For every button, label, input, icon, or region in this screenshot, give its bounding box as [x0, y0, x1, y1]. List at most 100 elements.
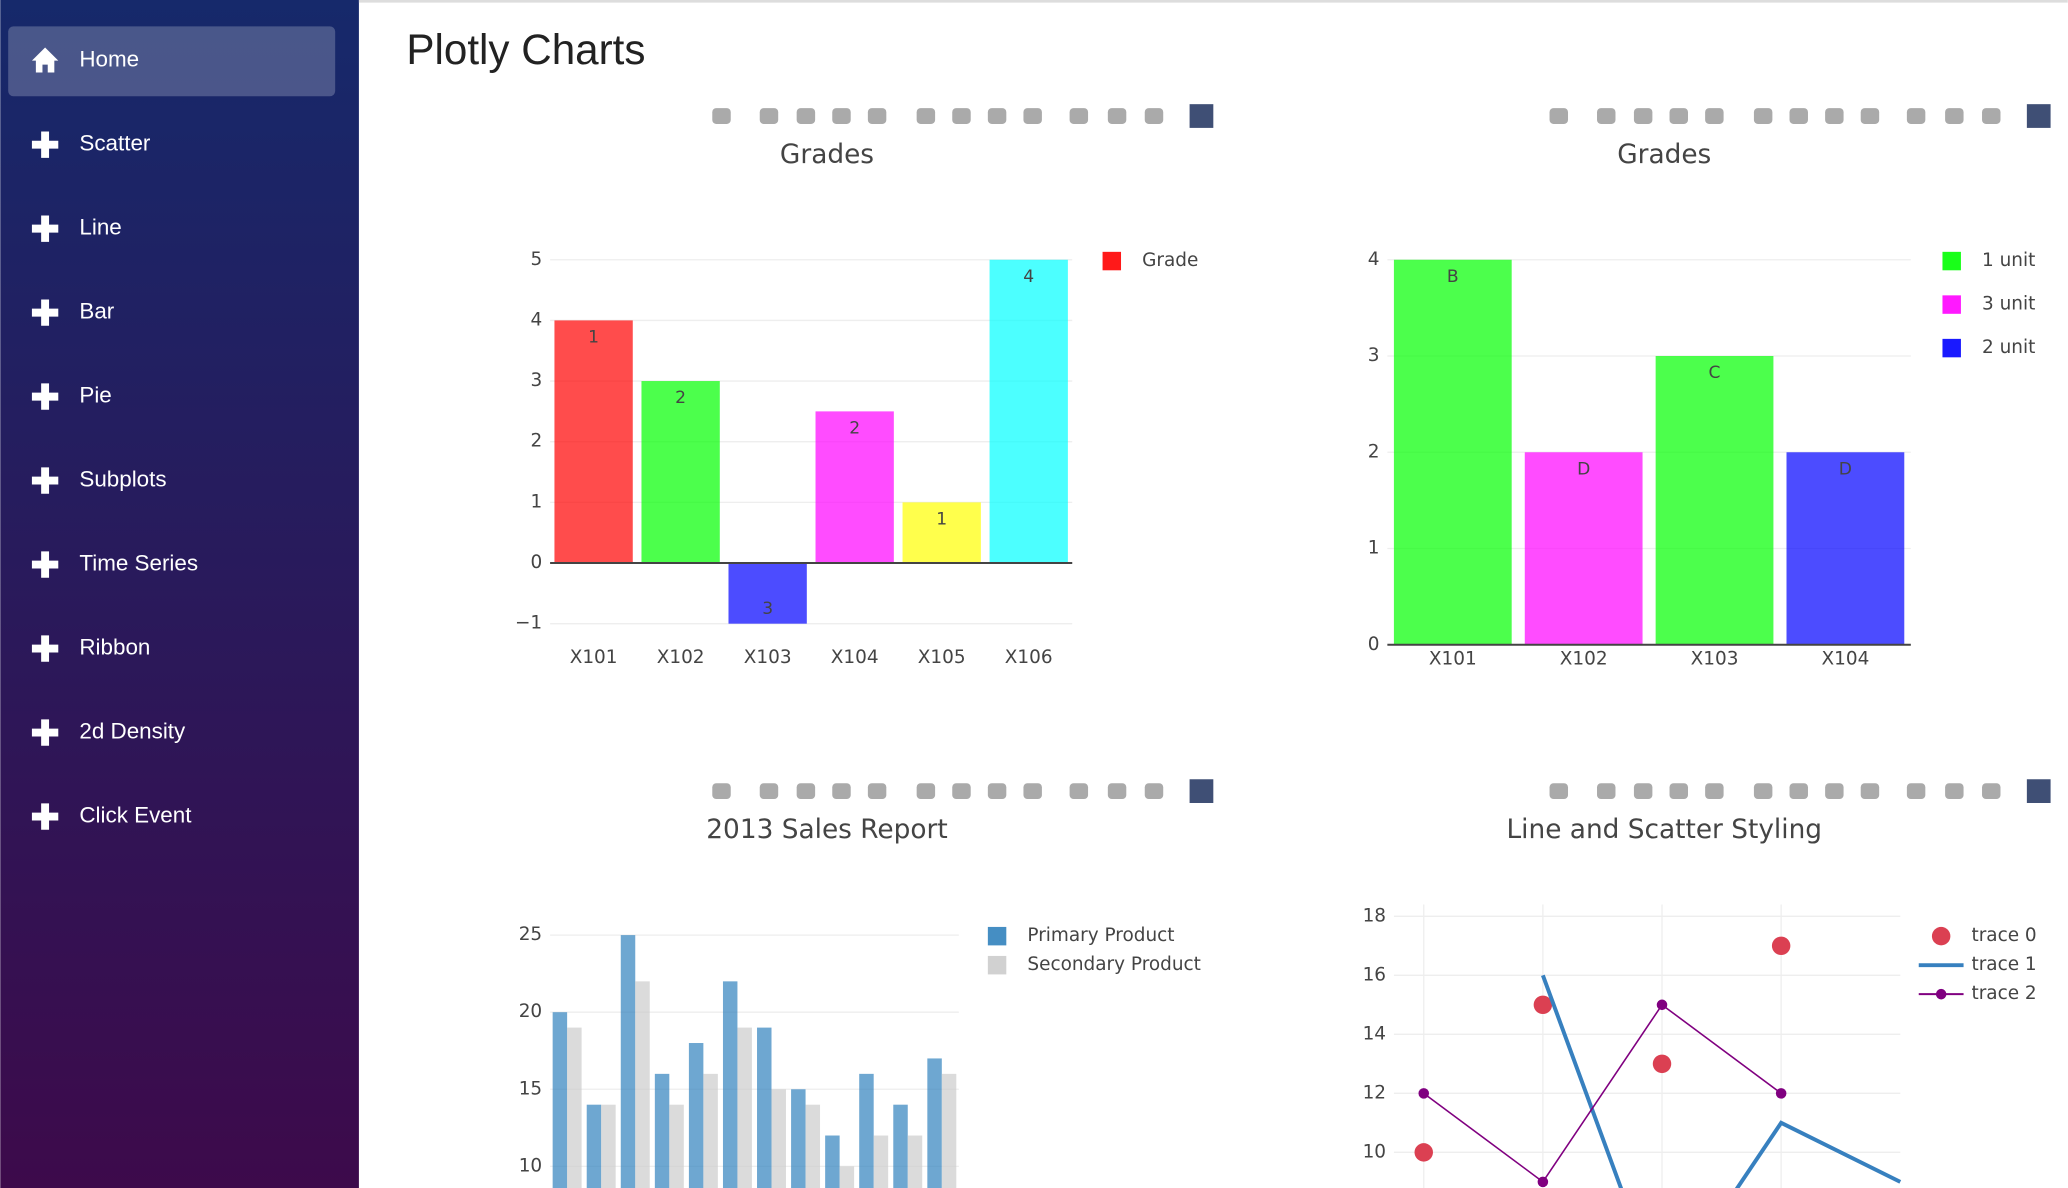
- toolbar-icon[interactable]: [916, 783, 936, 800]
- legend-label[interactable]: trace 0: [1971, 925, 2036, 946]
- toolbar-icon[interactable]: [832, 108, 851, 124]
- nav-item[interactable]: Time Series: [31, 551, 198, 578]
- toolbar-icon[interactable]: [1549, 783, 1569, 800]
- toolbar-icon[interactable]: [1753, 783, 1773, 800]
- x-tick-label: X106: [1005, 647, 1053, 668]
- toolbar-icon[interactable]: [712, 108, 731, 124]
- legend-label[interactable]: trace 1: [1971, 954, 2036, 975]
- toolbar-icon[interactable]: [1023, 783, 1042, 800]
- toolbar-icon[interactable]: [1825, 108, 1844, 124]
- bar: [839, 1166, 855, 1188]
- nav-item[interactable]: Bar: [31, 299, 115, 326]
- marker: [1771, 936, 1791, 956]
- toolbar-icon[interactable]: [1825, 783, 1844, 800]
- toolbar-icon[interactable]: [1669, 108, 1688, 124]
- marker: [1418, 1088, 1430, 1099]
- toolbar-icon[interactable]: [1633, 783, 1653, 800]
- toolbar-icon[interactable]: [987, 108, 1007, 124]
- toolbar-icon[interactable]: [1633, 108, 1653, 124]
- toolbar-icon[interactable]: [1705, 108, 1724, 124]
- toolbar-icon[interactable]: [1860, 783, 1880, 800]
- nav-item[interactable]: Ribbon: [31, 635, 150, 662]
- bar: [902, 502, 981, 564]
- x-tick-label: X105: [918, 647, 966, 668]
- x-tick-label: X101: [570, 647, 618, 668]
- plotly-logo[interactable]: [2026, 104, 2051, 128]
- nav-item[interactable]: Scatter: [31, 131, 151, 158]
- legend-label[interactable]: Grade: [1142, 250, 1198, 271]
- toolbar-icon[interactable]: [1597, 783, 1616, 800]
- toolbar-icon[interactable]: [916, 108, 936, 124]
- nav-label[interactable]: Home: [79, 47, 139, 72]
- nav-active: [8, 26, 336, 97]
- nav-label[interactable]: Scatter: [79, 131, 151, 156]
- toolbar-icon[interactable]: [1906, 783, 1926, 800]
- toolbar-icon[interactable]: [987, 783, 1007, 800]
- nav-item[interactable]: 2d Density: [31, 718, 186, 746]
- x-tick-label: X103: [744, 647, 792, 668]
- chart: Line and Scatter Styling 10 12 14 16 18 trace …: [1363, 779, 2051, 1188]
- toolbar-icon[interactable]: [712, 783, 731, 800]
- legend-label[interactable]: 2 unit: [1982, 337, 2035, 358]
- toolbar-icon[interactable]: [832, 783, 851, 800]
- nav-item[interactable]: Pie: [31, 383, 112, 410]
- toolbar-icon[interactable]: [952, 108, 971, 124]
- plotly-logo[interactable]: [1189, 779, 1214, 803]
- toolbar-icon[interactable]: [759, 783, 779, 800]
- toolbar-icon[interactable]: [867, 783, 887, 800]
- plotly-logo[interactable]: [2026, 779, 2051, 803]
- bar-text: D: [1839, 459, 1852, 479]
- toolbar-icon[interactable]: [1597, 108, 1616, 124]
- toolbar-icon[interactable]: [1107, 108, 1127, 124]
- toolbar-icon[interactable]: [1705, 783, 1724, 800]
- nav-label[interactable]: Line: [79, 215, 121, 240]
- legend-label[interactable]: 3 unit: [1982, 294, 2035, 315]
- bar: [893, 1104, 908, 1188]
- legend-label[interactable]: Secondary Product: [1027, 954, 1201, 975]
- toolbar-icon[interactable]: [1144, 108, 1164, 124]
- toolbar-icon[interactable]: [1069, 783, 1089, 800]
- nav-item[interactable]: Subplots: [31, 467, 167, 494]
- toolbar-icon[interactable]: [1860, 108, 1880, 124]
- y-tick-label: 10: [1363, 1141, 1386, 1162]
- nav-label[interactable]: Subplots: [79, 467, 166, 492]
- line: [1541, 974, 1902, 1188]
- nav-label[interactable]: Ribbon: [79, 635, 150, 660]
- toolbar-icon[interactable]: [1945, 783, 1964, 800]
- toolbar-icon[interactable]: [1982, 783, 2001, 800]
- nav-item[interactable]: Click Event: [31, 802, 192, 830]
- nav-label[interactable]: Time Series: [79, 551, 198, 576]
- plotly-logo[interactable]: [1189, 104, 1214, 128]
- nav-item[interactable]: Line: [31, 215, 122, 242]
- toolbar-icon[interactable]: [1789, 108, 1808, 124]
- nav-label[interactable]: Pie: [79, 383, 111, 408]
- toolbar-icon[interactable]: [1982, 108, 2001, 124]
- plus-icon: [31, 635, 59, 662]
- toolbar-icon[interactable]: [1144, 783, 1164, 800]
- toolbar-icon[interactable]: [796, 783, 816, 800]
- chart: Grades −1 0 1 2 3 4 5 X101 X102 X103 X104 X105 X106 Gr…: [515, 104, 1214, 668]
- toolbar-icon[interactable]: [952, 783, 971, 800]
- nav-label[interactable]: Bar: [79, 299, 114, 324]
- legend-label[interactable]: Primary Product: [1027, 925, 1174, 946]
- nav-item[interactable]: Home: [8, 26, 336, 97]
- toolbar-icon[interactable]: [1945, 108, 1964, 124]
- legend-label[interactable]: trace 2: [1971, 983, 2036, 1004]
- toolbar-icon[interactable]: [1069, 108, 1089, 124]
- toolbar-icon[interactable]: [1669, 783, 1688, 800]
- toolbar-icon[interactable]: [1549, 108, 1569, 124]
- toolbar-icon[interactable]: [1107, 783, 1127, 800]
- toolbar-icon[interactable]: [1023, 108, 1042, 124]
- toolbar-icon[interactable]: [796, 108, 816, 124]
- nav-label[interactable]: Click Event: [79, 802, 192, 827]
- legend-label[interactable]: 1 unit: [1982, 250, 2035, 271]
- top-border: [358, 0, 2068, 3]
- toolbar-icon[interactable]: [1753, 108, 1773, 124]
- toolbar-icon[interactable]: [1906, 108, 1926, 124]
- toolbar-icon[interactable]: [759, 108, 779, 124]
- toolbar-icon[interactable]: [867, 108, 887, 124]
- bar: [757, 1027, 772, 1188]
- toolbar-icon[interactable]: [1789, 783, 1808, 800]
- nav-label[interactable]: 2d Density: [79, 718, 186, 743]
